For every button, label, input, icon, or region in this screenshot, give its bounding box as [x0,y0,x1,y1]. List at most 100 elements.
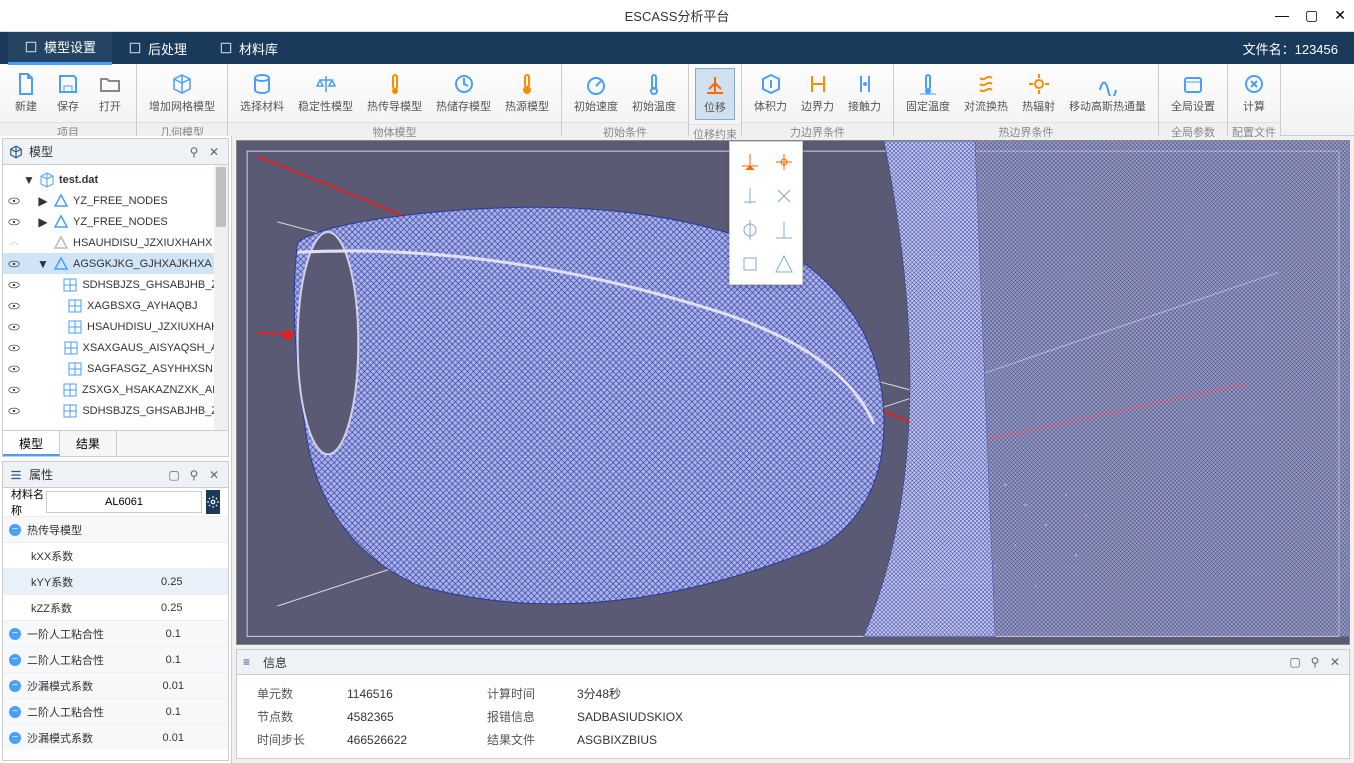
minimize-button[interactable]: — [1275,7,1289,24]
cube-mesh-icon [170,72,194,96]
prop-row-1[interactable]: kXX系数 [3,542,228,568]
expand-icon[interactable]: ▢ [166,467,182,483]
ribbon-btn-file-new[interactable]: 新建 [6,68,46,118]
tree-node-0[interactable]: ▶YZ_FREE_NODES [3,190,228,211]
ribbon-btn-contact-force[interactable]: 接触力 [842,68,887,118]
constraint-option-6[interactable] [770,216,798,244]
ribbon-btn-thermo-source[interactable]: 热源模型 [499,68,555,118]
prop-row-4[interactable]: −一阶人工粘合性0.1 [3,620,228,646]
node-icon [53,256,69,272]
prop-row-7[interactable]: −二阶人工粘合性0.1 [3,698,228,724]
ribbon-btn-constraint[interactable]: 位移 [695,68,735,120]
menu-item-0[interactable]: 模型设置 [8,31,112,65]
list-icon [9,468,23,482]
visibility-toggle[interactable] [7,236,23,250]
ribbon-btn-thermo-store[interactable]: 热储存模型 [430,68,497,118]
thermo-source-icon [515,72,539,96]
ribbon-btn-gauge[interactable]: 初始速度 [568,68,624,118]
ribbon-btn-thermo-cond[interactable]: 热传导模型 [361,68,428,118]
prop-row-6[interactable]: −沙漏模式系数0.01 [3,672,228,698]
close-icon[interactable]: ✕ [206,467,222,483]
menu-item-1[interactable]: 后处理 [112,31,203,65]
tree-node-5[interactable]: XAGBSXG_AYHAQBJ [3,295,228,316]
ribbon-btn-fixed-temp[interactable]: 固定温度 [900,68,956,118]
constraint-option-4[interactable] [770,182,798,210]
tree-node-2[interactable]: HSAUHDISU_JZXIUXHAHX [3,232,228,253]
tree-node-3[interactable]: ▼AGSGKJKG_GJHXAJKHXA [3,253,228,274]
tree-root[interactable]: ▼test.dat [3,169,228,190]
ribbon-btn-save[interactable]: 保存 [48,68,88,118]
visibility-toggle[interactable] [7,278,22,292]
pin-icon[interactable]: ⚲ [1307,654,1323,670]
close-button[interactable]: ✕ [1334,7,1346,24]
ribbon-btn-body-force[interactable]: 体积力 [748,68,793,118]
ribbon-btn-global[interactable]: 全局设置 [1165,68,1221,118]
menu-icon [219,41,233,55]
model-tree[interactable]: ▼test.dat ▶YZ_FREE_NODES▶YZ_FREE_NODESHS… [3,165,228,430]
maximize-button[interactable]: ▢ [1305,7,1318,24]
expand-icon[interactable]: ▢ [1287,654,1303,670]
menu-item-2[interactable]: 材料库 [203,31,294,65]
prop-row-8[interactable]: −沙漏模式系数0.01 [3,724,228,750]
model-tree-header: 模型 ⚲ ✕ [3,139,228,165]
ribbon-group-8: 计算配置文件 [1228,64,1281,135]
material-input[interactable] [46,491,202,513]
tree-node-7[interactable]: XSAXGAUS_AISYAQSH_ASHX [3,337,228,358]
constraint-option-7[interactable] [736,250,764,278]
ribbon-btn-boundary-force[interactable]: 边界力 [795,68,840,118]
constraint-option-5[interactable] [736,216,764,244]
visibility-toggle[interactable] [7,404,22,418]
ribbon-btn-calc[interactable]: 计算 [1234,68,1274,118]
scrollbar[interactable] [214,165,228,430]
visibility-toggle[interactable] [7,320,23,334]
node-icon [67,298,83,314]
ribbon-btn-gauss-flux[interactable]: 移动高斯热通量 [1063,68,1152,118]
ribbon-btn-convection[interactable]: 对流换热 [958,68,1014,118]
constraint-option-8[interactable] [770,250,798,278]
prop-row-3[interactable]: kZZ系数0.25 [3,594,228,620]
tree-node-10[interactable]: SDHSBJZS_GHSABJHB_ZAHU [3,400,228,421]
visibility-toggle[interactable] [7,383,22,397]
ribbon-btn-cube-mesh[interactable]: 增加网格模型 [143,68,221,118]
prop-row-5[interactable]: −二阶人工粘合性0.1 [3,646,228,672]
pin-icon[interactable]: ⚲ [186,144,202,160]
radiation-icon [1027,72,1051,96]
tree-node-8[interactable]: SAGFASGZ_ASYHHXSN [3,358,228,379]
collapse-icon[interactable]: − [9,680,21,692]
close-icon[interactable]: ✕ [206,144,222,160]
info-v1: 1146516 [347,687,467,701]
tree-node-4[interactable]: SDHSBJZS_GHSABJHB_ZAHU [3,274,228,295]
tree-node-9[interactable]: ZSXGX_HSAKAZNZXK_AHASX [3,379,228,400]
tree-tab-0[interactable]: 模型 [3,431,60,456]
constraint-option-1[interactable] [736,148,764,176]
visibility-toggle[interactable] [7,194,23,208]
tree-node-6[interactable]: HSAUHDISU_JZXIUXHAHX [3,316,228,337]
collapse-icon[interactable]: − [9,732,21,744]
visibility-toggle[interactable] [7,341,22,355]
ribbon-btn-thermo-init[interactable]: 初始温度 [626,68,682,118]
gear-button[interactable] [206,490,220,514]
visibility-toggle[interactable] [7,299,23,313]
prop-row-0[interactable]: −热传导模型 [3,516,228,542]
constraint-option-3[interactable] [736,182,764,210]
collapse-icon[interactable]: − [9,654,21,666]
ribbon-btn-balance[interactable]: 稳定性模型 [292,68,359,118]
collapse-icon[interactable]: − [9,706,21,718]
ribbon-btn-folder-open[interactable]: 打开 [90,68,130,118]
tree-node-1[interactable]: ▶YZ_FREE_NODES [3,211,228,232]
collapse-icon[interactable]: − [9,524,21,536]
visibility-toggle[interactable] [7,257,23,271]
visibility-toggle[interactable] [7,215,23,229]
ribbon-btn-database[interactable]: 选择材料 [234,68,290,118]
tree-tab-1[interactable]: 结果 [60,431,117,456]
material-label: 材料名称 [11,488,46,518]
prop-row-2[interactable]: kYY系数0.25 [3,568,228,594]
viewport-3d[interactable] [236,140,1350,645]
visibility-toggle[interactable] [7,362,23,376]
pin-icon[interactable]: ⚲ [186,467,202,483]
constraint-option-2[interactable] [770,148,798,176]
close-icon[interactable]: ✕ [1327,654,1343,670]
collapse-icon[interactable]: − [9,628,21,640]
ribbon-btn-radiation[interactable]: 热辐射 [1016,68,1061,118]
convection-icon [974,72,998,96]
